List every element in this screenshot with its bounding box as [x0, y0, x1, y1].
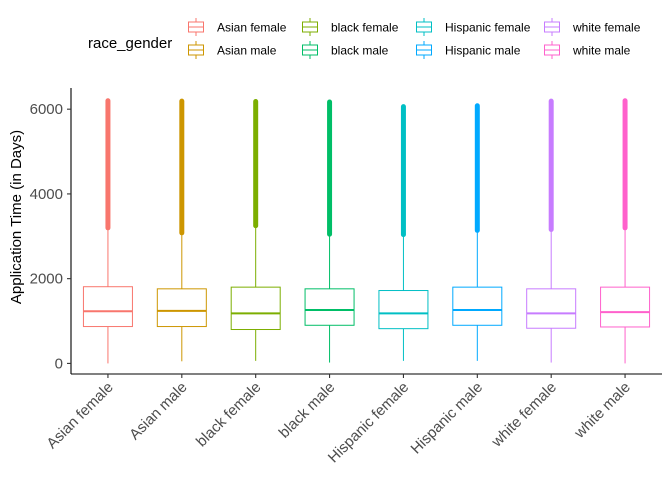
box-white-female [526, 98, 577, 363]
legend-item: Hispanic female [416, 18, 531, 36]
box-asian-male [156, 98, 207, 362]
x-tick-label: Asian male [126, 379, 190, 443]
box-black-female [230, 99, 281, 361]
box-iqr [304, 288, 355, 326]
legend-item: Asian male [188, 41, 277, 59]
box-iqr [378, 290, 429, 330]
y-tick-label: 4000 [30, 186, 63, 203]
legend-item: white female [544, 18, 641, 36]
box-iqr [600, 286, 651, 328]
x-tick-label: Hispanic male [407, 379, 486, 458]
box-iqr [156, 288, 207, 328]
box-iqr [230, 286, 281, 331]
box-iqr [82, 286, 133, 328]
box-white-male [600, 98, 651, 364]
legend-item: black female [302, 18, 399, 36]
box-hispanic-male [452, 103, 503, 361]
legend-label: Hispanic female [445, 21, 531, 35]
legend-item: white male [544, 41, 631, 59]
x-tick-label: Hispanic female [325, 379, 412, 466]
legend-label: black male [331, 44, 389, 58]
legend-label: black female [331, 21, 399, 35]
legend-item: Asian female [188, 18, 287, 36]
box-asian-female [82, 98, 133, 364]
legend-label: white female [572, 21, 641, 35]
box-iqr [452, 286, 503, 326]
x-tick-label: black female [193, 379, 265, 451]
y-axis-title: Application Time (in Days) [8, 130, 25, 304]
legend-label: Hispanic male [445, 44, 521, 58]
y-tick-label: 0 [55, 355, 63, 372]
box-iqr [526, 288, 577, 329]
box-hispanic-female [378, 104, 429, 361]
legend-label: Asian male [217, 44, 277, 58]
legend-item: Hispanic male [416, 41, 521, 59]
legend-item: black male [302, 41, 389, 59]
legend-label: Asian female [217, 21, 287, 35]
x-tick-label: white male [570, 379, 633, 442]
y-tick-label: 2000 [30, 271, 63, 288]
x-tick-label: white female [488, 379, 560, 451]
legend-label: white male [572, 44, 631, 58]
legend: race_gender Asian female Asian male black … [88, 18, 641, 59]
y-tick-label: 6000 [30, 101, 63, 118]
x-tick-label: Asian female [43, 379, 116, 452]
x-tick-label: black male [276, 379, 339, 442]
box-black-male [304, 99, 355, 363]
plot-area [82, 98, 651, 364]
legend-title: race_gender [88, 35, 172, 52]
